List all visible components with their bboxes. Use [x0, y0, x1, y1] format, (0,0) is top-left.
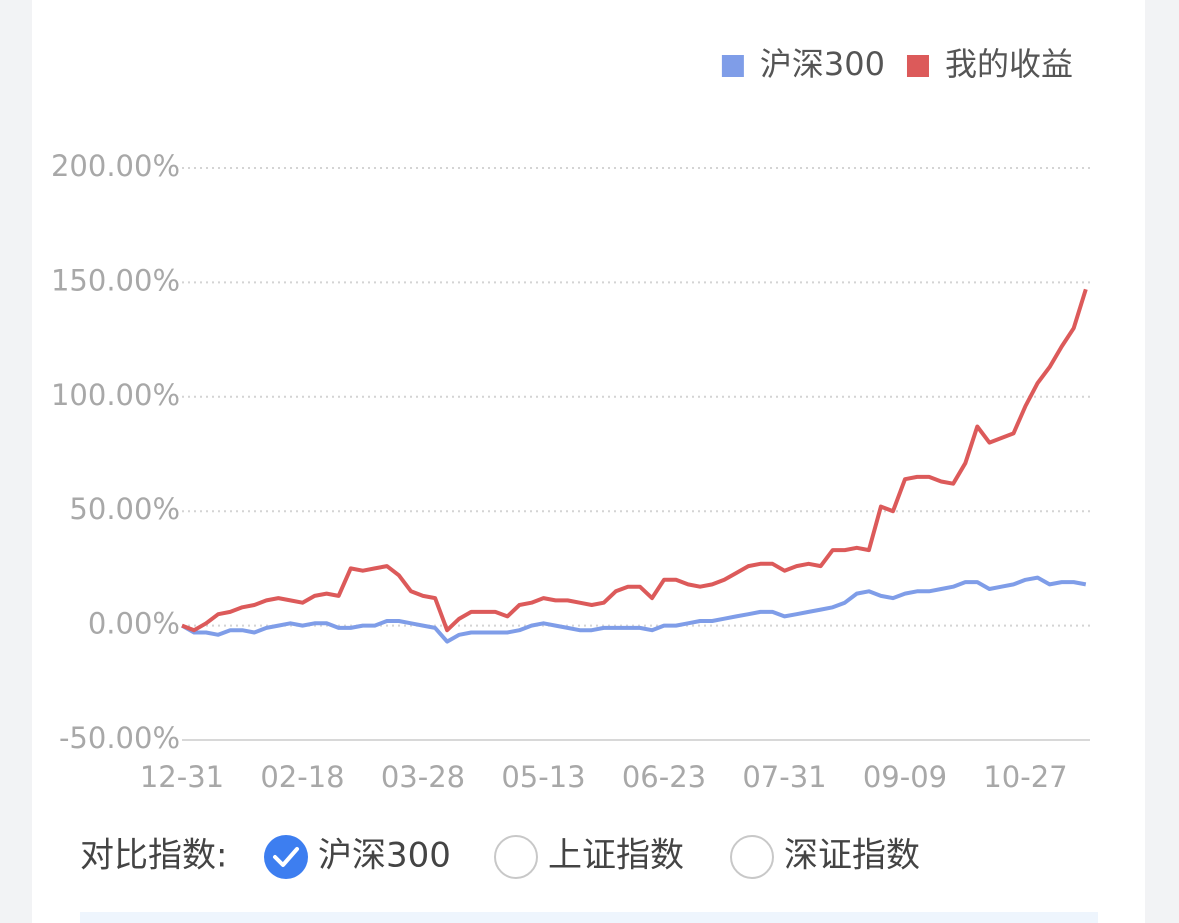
- radio[interactable]: [494, 835, 538, 879]
- x-tick-label: 12-31: [140, 760, 224, 794]
- y-tick-label: 200.00%: [51, 149, 180, 183]
- radio-label[interactable]: 上证指数: [548, 836, 684, 876]
- y-tick-label: 150.00%: [51, 263, 180, 297]
- x-tick-label: 05-13: [501, 760, 585, 794]
- y-tick-label: 50.00%: [69, 492, 180, 526]
- radio-label[interactable]: 沪深300: [318, 836, 451, 876]
- y-tick-label: 0.00%: [88, 607, 180, 641]
- legend-label: 沪深300: [760, 45, 885, 83]
- series-line: [181, 288, 1088, 633]
- x-tick-label: 06-23: [622, 760, 706, 794]
- y-tick-label: 100.00%: [51, 378, 180, 412]
- legend-swatch: [721, 55, 744, 77]
- x-tick-label: 09-09: [863, 760, 947, 794]
- radio[interactable]: [730, 835, 774, 879]
- bottom-panel: [80, 912, 1098, 923]
- x-tick-label: 03-28: [381, 760, 465, 794]
- compare-label: 对比指数:: [80, 836, 227, 876]
- check-icon: [273, 847, 299, 867]
- series-line: [181, 575, 1087, 644]
- radio-checked[interactable]: [264, 835, 308, 879]
- x-tick-label: 02-18: [260, 760, 344, 794]
- radio-label[interactable]: 深证指数: [784, 836, 920, 876]
- legend-label: 我的收益: [945, 45, 1073, 83]
- card: [32, 0, 1145, 923]
- x-tick-label: 10-27: [983, 760, 1067, 794]
- x-tick-label: 07-31: [742, 760, 826, 794]
- y-tick-label: -50.00%: [59, 721, 180, 755]
- legend-swatch: [906, 55, 929, 77]
